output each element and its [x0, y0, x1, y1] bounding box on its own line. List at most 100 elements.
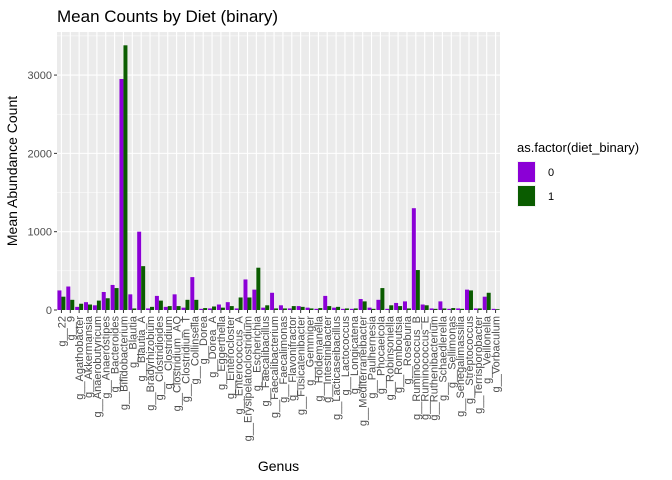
bar-1-g__Erysipelatoclostridium [247, 297, 252, 310]
x-tick-label: g__Clostridium [163, 316, 175, 389]
bar-0-g__Romboutsia [394, 302, 399, 310]
bar-1-g__Ruminococcus_B [415, 270, 420, 310]
bar-1-g__Roseburia [406, 308, 411, 310]
plot-panel [57, 32, 500, 310]
x-tick-label: g__Escherichia [251, 315, 263, 391]
y-axis: 0 1000 2000 3000 [28, 70, 57, 317]
x-tick-label: g__Romboutsia [393, 315, 405, 393]
bar-1-g__Romboutsia [398, 306, 403, 310]
bar-1-g__Anaerobutyricum [96, 300, 101, 310]
bar-0-g__Bifidobacterium [119, 78, 124, 310]
bar-1-g__Faecalimonas [282, 308, 287, 310]
bar-0-g__Vorbaculum [491, 308, 496, 310]
bar-1-g__Flavonifractor [291, 306, 296, 310]
x-tick-label: g__Sellimonas [446, 316, 458, 389]
bar-1-g__Schaedlerella [442, 308, 447, 310]
legend-label-0: 0 [548, 167, 554, 179]
bar-0-g__Roseburia [402, 301, 407, 310]
x-tick-label: g__Phocaeicola [375, 315, 387, 394]
bar-1-g__Escherichia [256, 267, 261, 310]
bar-0-g__Robinsoniella [385, 308, 390, 310]
bar-1-g__Enterocloster [229, 306, 234, 310]
bar-1-g__Enterococcus_A [238, 297, 243, 310]
legend-label-1: 1 [548, 191, 554, 203]
bar-1-g__Intestinibacter [327, 306, 332, 310]
bar-1-g__Dorea [203, 308, 208, 310]
bar-0-g__Fusicatenibacter [296, 306, 301, 310]
x-tick-label: g__Vorbaculum [491, 316, 503, 392]
bar-0-g__Streptococcus [465, 289, 469, 310]
x-tick-label: g__Clostridioides [154, 316, 166, 401]
bar-1-g__Clostridioides [158, 300, 163, 310]
bar-0-g__Senegalimassilia [456, 308, 461, 310]
bar-1-g__9 [70, 299, 75, 310]
bar-0-g__Ruminococcus_E [420, 304, 425, 310]
bar-1-g__Dorea_A [212, 306, 217, 310]
bar-1-g__Sellimonas [451, 308, 456, 310]
bar-0-g__Clostridium [163, 306, 168, 310]
bar-0-g__Faecalibacillus [261, 307, 266, 310]
bar-1-g__Anaerostipes [105, 298, 110, 310]
x-tick-label: g__Bradyrhizobium [145, 316, 157, 411]
x-tick-label: g__Roseburia [402, 315, 414, 384]
x-tick-label: g__Faecalibacillus [260, 316, 272, 407]
bar-0-g__Flavonifractor [287, 308, 292, 310]
x-tick-label: g__Streptococcus [464, 316, 476, 405]
bar-0-g__Anaerostipes [101, 291, 106, 310]
bar-0-g__Terrisporobacter [473, 308, 478, 310]
x-tick-label: g__Eggerthella [216, 315, 228, 390]
bar-0-g__Faecalibacterium [270, 292, 275, 310]
bar-0-g__Schaedlerella [438, 301, 443, 310]
x-tick-label: g__Ruthenibacterium [429, 316, 441, 421]
bar-0-g__Dorea [199, 308, 204, 310]
x-tick-label: g__Paulhernesia [367, 315, 379, 398]
y-axis-title: Mean Abundance Count [4, 96, 20, 246]
bar-0-g__Faecalimonas [278, 305, 283, 310]
x-tick-label: g__Ruminococcus_B [411, 316, 423, 420]
bar-1-g__Robinsoniella [389, 305, 394, 310]
x-tick-label: g__Lactococcus [340, 316, 352, 396]
bar-1-g__Veillonella [486, 292, 491, 310]
bar-0-g__Agathobacter [75, 306, 80, 310]
x-tick-label: g__9 [65, 316, 77, 340]
y-tick-label: 2000 [28, 148, 52, 160]
legend-swatch-0 [518, 162, 535, 182]
bar-0-g__Holdemanella [314, 308, 319, 310]
bars [57, 45, 500, 310]
bar-0-g__Clostridioides [154, 295, 159, 310]
x-tick-label: g__Collinsella [189, 315, 201, 384]
x-tick-label: g__Flavonifractor [287, 316, 299, 401]
bar-1-g__22 [61, 296, 66, 310]
bar-1-g__Eggerthella [220, 307, 225, 310]
legend-swatch-1 [518, 186, 535, 206]
bar-1-g__Fusicatenibacter [300, 306, 305, 310]
bar-1-g__Bifidobacterium [123, 45, 128, 310]
bar-1-g__Agathobacter [79, 303, 84, 310]
x-tick-label: g__Ruminococcus_E [420, 316, 432, 420]
bar-1-g__Streptococcus [468, 290, 473, 310]
x-tick-label: g__Veillonella [482, 315, 494, 384]
bar-1-g__Bacteroides [114, 288, 119, 310]
bar-0-g__Gemmiger [305, 307, 310, 310]
bar-1-g__Lactococcus [344, 308, 349, 310]
x-tick-label: g__Faecalibacterium [269, 316, 281, 418]
x-tick-label: g__Longicatena [349, 315, 361, 394]
x-tick-label: g__Blautia [127, 315, 139, 368]
x-tick-label: g__Senegalimassilia [455, 315, 467, 417]
bar-0-g__Intestinibacter [323, 295, 328, 310]
bar-0-g__Collinsella [190, 277, 195, 310]
x-tick-label: g__Agathobacter [74, 316, 86, 400]
bar-1-g__Gemmiger [309, 308, 314, 310]
bar-1-g__Faecalibacillus [265, 305, 270, 310]
x-tick-label: g__Robinsoniella [384, 315, 396, 400]
bar-0-g__Ruminococcus_B [411, 208, 416, 310]
x-tick-label: g__Holdemanella [313, 315, 325, 401]
chart-title: Mean Counts by Diet (binary) [57, 7, 278, 26]
bar-0-g__Anaerobutyricum [92, 305, 97, 310]
bar-0-g__Paulhernesia [367, 307, 372, 310]
bar-0-g__Lacticaseibacillus [332, 307, 337, 310]
y-tick-label: 1000 [28, 227, 52, 239]
x-tick-label: g__Faecalimonas [278, 316, 290, 403]
x-tick-label: g__Lacticaseibacillus [331, 316, 343, 420]
